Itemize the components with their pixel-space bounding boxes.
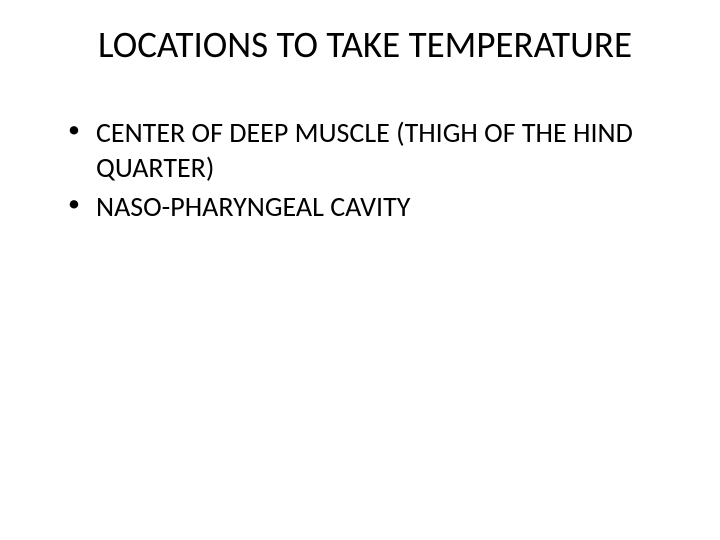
bullet-list: CENTER OF DEEP MUSCLE (THIGH OF THE HIND… (68, 115, 670, 224)
slide-content: CENTER OF DEEP MUSCLE (THIGH OF THE HIND… (50, 115, 670, 224)
bullet-item: CENTER OF DEEP MUSCLE (THIGH OF THE HIND… (68, 115, 670, 185)
slide-title: LOCATIONS TO TAKE TEMPERATURE (60, 22, 670, 67)
slide-container: LOCATIONS TO TAKE TEMPERATURE CENTER OF … (0, 0, 720, 540)
bullet-item: NASO-PHARYNGEAL CAVITY (68, 189, 670, 224)
